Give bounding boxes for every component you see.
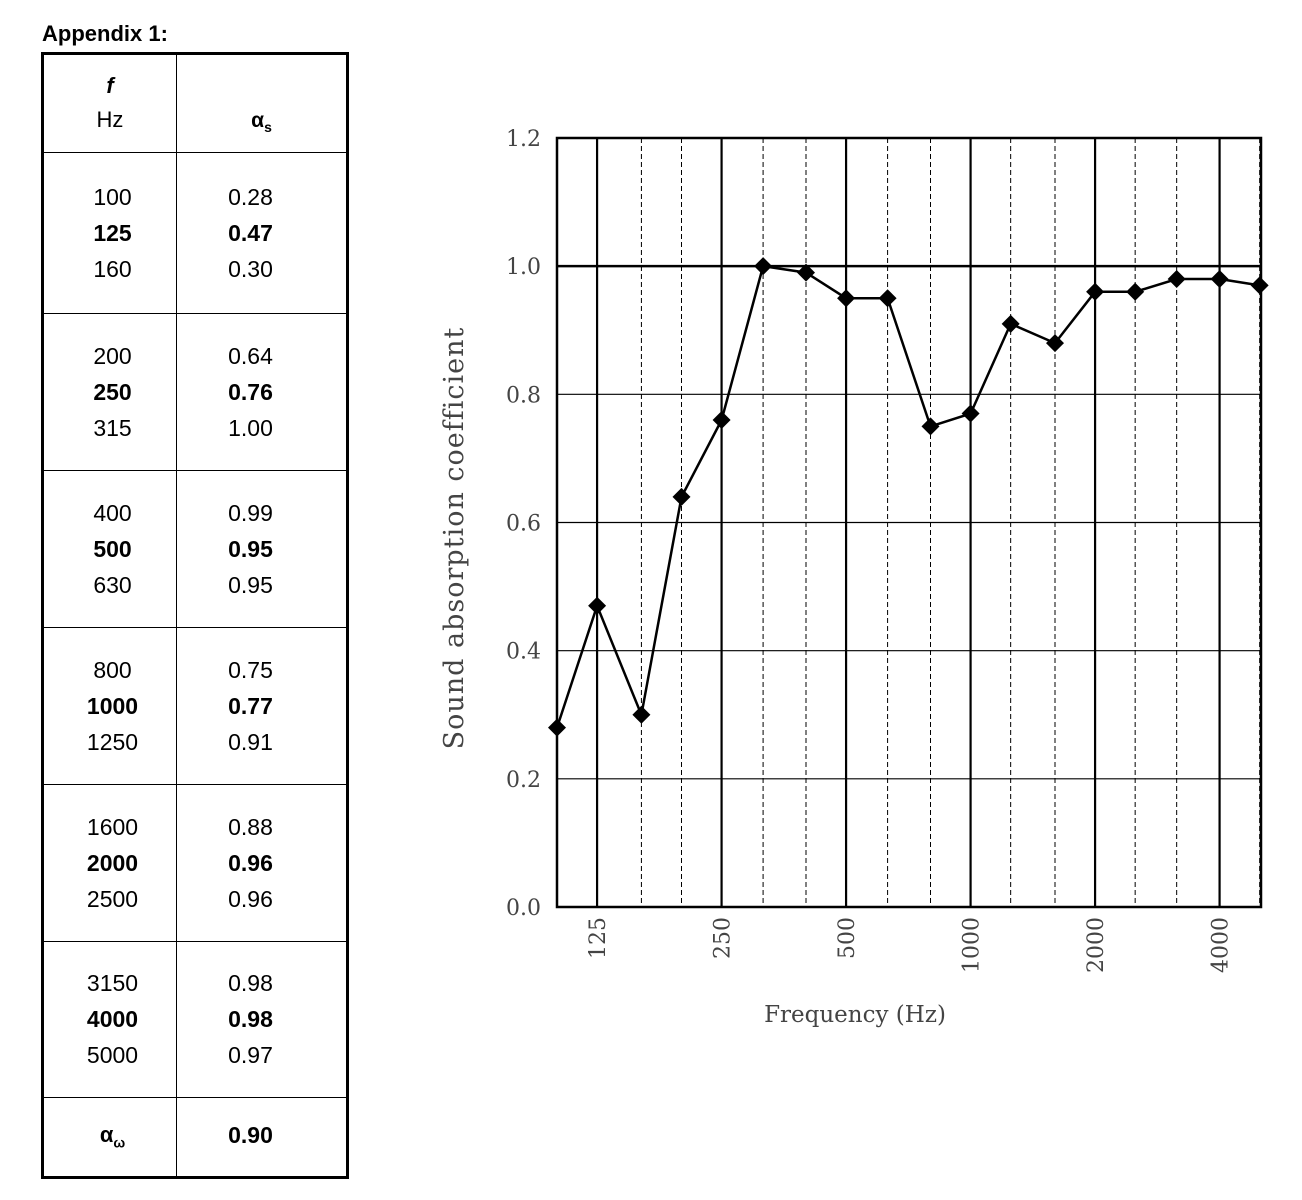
data-point-marker [1086, 282, 1105, 301]
table-coefficient-cell: 1.00 [228, 415, 273, 441]
data-point-marker [632, 705, 651, 724]
table-coefficient-cell: 0.28 [228, 184, 273, 210]
x-tick-label: 250 [711, 917, 736, 959]
table-frequency-cell: 4000 [86, 1006, 139, 1032]
table-coefficient-cell: 0.75 [228, 657, 273, 683]
table-row-separator [44, 784, 346, 785]
table-coefficient-cell: 0.98 [228, 970, 273, 996]
data-point-marker [548, 718, 566, 737]
data-point-marker [1167, 269, 1186, 288]
table-frequency-cell: 100 [93, 184, 132, 210]
table-row-separator [44, 152, 346, 153]
table-coefficient-cell: 0.30 [228, 256, 273, 282]
appendix-title: Appendix 1: [42, 21, 168, 46]
table-frequency-cell: 3150 [86, 970, 139, 996]
data-point-marker [1250, 276, 1269, 295]
table-row-separator [44, 470, 346, 471]
table-column-divider [176, 55, 177, 1176]
table-coefficient-cell: 0.95 [228, 536, 273, 562]
table-frequency-cell: 5000 [86, 1042, 139, 1068]
x-tick-label: 2000 [1084, 917, 1109, 973]
data-point-marker [754, 257, 773, 276]
y-tick-label: 0.2 [506, 768, 541, 793]
table-frequency-cell: 200 [93, 343, 132, 369]
table-coefficient-cell: 0.77 [228, 693, 273, 719]
x-tick-label: 1000 [960, 917, 985, 973]
data-point-marker [797, 263, 815, 282]
table-frequency-cell: 1600 [86, 814, 139, 840]
y-tick-label: 0.0 [506, 896, 541, 921]
absorption-table: f Hz αs αω 0.90 100 0.28 125 0.47 160 0.30 200… [41, 52, 349, 1179]
table-frequency-cell: 500 [93, 536, 132, 562]
data-point-marker [588, 596, 607, 615]
table-frequency-cell: 400 [93, 500, 132, 526]
y-tick-label: 1.2 [506, 127, 541, 152]
table-coefficient-cell: 0.88 [228, 814, 273, 840]
table-coefficient-cell: 0.91 [228, 729, 273, 755]
data-point-marker [961, 404, 980, 423]
weighted-coefficient-value: 0.90 [228, 1122, 273, 1148]
table-coefficient-cell: 0.47 [228, 220, 273, 246]
y-tick-label: 0.8 [506, 383, 541, 408]
y-tick-label: 0.6 [506, 512, 541, 537]
table-frequency-cell: 2000 [86, 850, 139, 876]
plot-frame [555, 136, 1263, 909]
y-tick-label: 1.0 [506, 255, 541, 280]
data-point-marker [837, 289, 856, 308]
table-frequency-cell: 1000 [86, 693, 139, 719]
table-row-separator [44, 313, 346, 314]
table-coefficient-cell: 0.76 [228, 379, 273, 405]
x-tick-label: 125 [586, 917, 611, 959]
data-point-marker [1210, 269, 1229, 288]
y-axis-label: Sound absorption coefficient [439, 327, 470, 750]
table-frequency-cell: 125 [93, 220, 132, 246]
table-row-separator [44, 1097, 346, 1098]
data-point-marker [1126, 282, 1145, 301]
table-coefficient-cell: 0.99 [228, 500, 273, 526]
table-coefficient-cell: 0.98 [228, 1006, 273, 1032]
table-row-separator [44, 627, 346, 628]
data-point-marker [878, 289, 897, 308]
table-frequency-cell: 160 [93, 256, 132, 282]
data-point-marker [1046, 334, 1064, 353]
table-coefficient-cell: 0.64 [228, 343, 273, 369]
header-absorption-coefficient: αs [251, 109, 272, 136]
series-line [555, 264, 1260, 728]
header-frequency-unit: Hz [96, 107, 124, 132]
y-tick-label: 0.4 [506, 640, 541, 665]
table-coefficient-cell: 0.95 [228, 572, 273, 598]
table-frequency-cell: 800 [93, 657, 132, 683]
x-axis-label: Frequency (Hz) [764, 1002, 946, 1028]
table-frequency-cell: 315 [93, 415, 132, 441]
table-coefficient-cell: 0.96 [228, 850, 273, 876]
table-frequency-cell: 2500 [86, 886, 139, 912]
data-point-marker [712, 410, 731, 429]
table-frequency-cell: 1250 [86, 729, 139, 755]
data-point-marker [672, 487, 691, 506]
header-frequency-symbol: f [106, 73, 114, 98]
table-coefficient-cell: 0.97 [228, 1042, 273, 1068]
table-coefficient-cell: 0.96 [228, 886, 273, 912]
table-row-separator [44, 941, 346, 942]
x-tick-label: 500 [835, 917, 860, 959]
weighted-coefficient-label: αω [99, 1122, 126, 1151]
data-point-marker [1001, 314, 1020, 333]
table-frequency-cell: 250 [93, 379, 132, 405]
x-tick-label: 4000 [1209, 917, 1234, 973]
table-frequency-cell: 630 [93, 572, 132, 598]
data-point-marker [921, 417, 940, 436]
